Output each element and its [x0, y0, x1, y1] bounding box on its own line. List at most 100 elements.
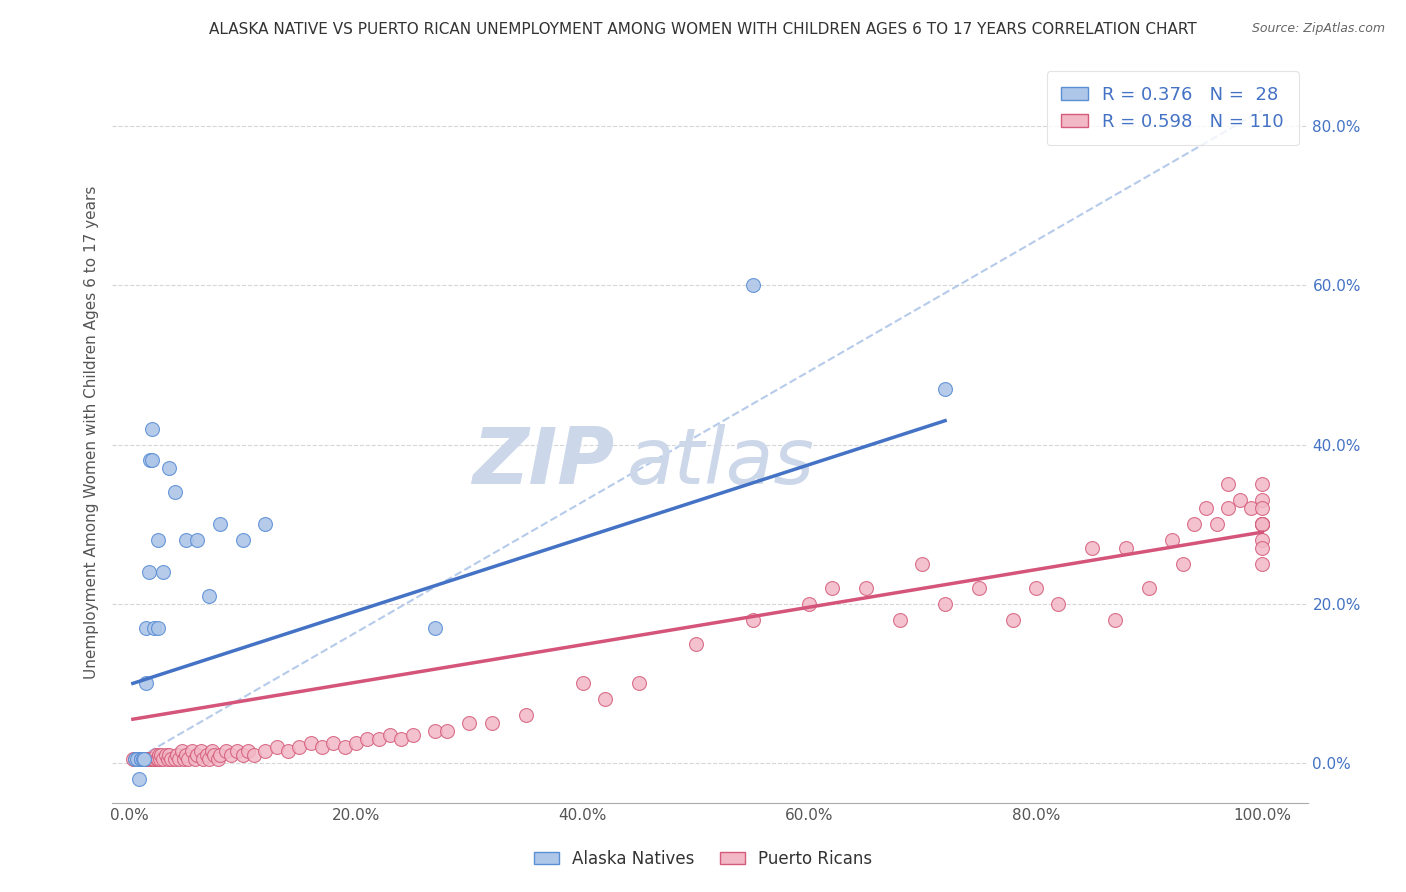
Point [797, 597, 820, 611]
Text: ZIP: ZIP [472, 425, 614, 500]
Point [1025, 581, 1047, 595]
Point [1218, 477, 1240, 491]
Legend: Alaska Natives, Puerto Ricans: Alaska Natives, Puerto Ricans [527, 844, 879, 875]
Point [173, 752, 195, 766]
Point [152, 752, 174, 766]
Point [155, 747, 177, 762]
Point [967, 581, 990, 595]
Point [209, 517, 232, 532]
Point [138, 752, 160, 766]
Point [333, 740, 356, 755]
Point [128, 752, 150, 766]
Point [134, 752, 156, 766]
Point [135, 621, 157, 635]
Point [741, 278, 763, 293]
Point [195, 747, 218, 762]
Point [129, 752, 152, 766]
Point [186, 533, 208, 547]
Point [277, 744, 299, 758]
Point [156, 752, 179, 766]
Point [1115, 541, 1137, 555]
Point [1081, 541, 1104, 555]
Point [1194, 501, 1216, 516]
Point [238, 744, 260, 758]
Point [150, 747, 173, 762]
Point [135, 752, 157, 766]
Point [190, 744, 212, 758]
Point [1251, 541, 1274, 555]
Point [1002, 613, 1025, 627]
Point [458, 716, 481, 731]
Point [157, 747, 180, 762]
Point [129, 752, 152, 766]
Point [288, 740, 311, 755]
Point [1251, 533, 1274, 547]
Point [232, 747, 254, 762]
Point [197, 589, 219, 603]
Point [741, 613, 763, 627]
Point [141, 422, 163, 436]
Point [215, 744, 238, 758]
Point [166, 747, 188, 762]
Legend: R = 0.376   N =  28, R = 0.598   N = 110: R = 0.376 N = 28, R = 0.598 N = 110 [1046, 71, 1299, 145]
Point [141, 752, 163, 766]
Point [152, 565, 174, 579]
Point [934, 597, 956, 611]
Point [132, 752, 155, 766]
Point [911, 557, 934, 571]
Point [1240, 501, 1263, 516]
Point [934, 382, 956, 396]
Point [207, 752, 229, 766]
Point [1251, 517, 1274, 532]
Point [1251, 493, 1274, 508]
Point [1251, 557, 1274, 571]
Point [129, 752, 152, 766]
Point [134, 752, 156, 766]
Point [143, 621, 166, 635]
Point [243, 747, 266, 762]
Point [163, 485, 186, 500]
Point [889, 613, 911, 627]
Point [204, 747, 226, 762]
Point [148, 747, 170, 762]
Point [146, 533, 169, 547]
Point [191, 752, 214, 766]
Point [139, 752, 162, 766]
Point [1251, 517, 1274, 532]
Point [254, 517, 277, 532]
Point [146, 621, 169, 635]
Point [389, 732, 412, 747]
Point [174, 747, 197, 762]
Point [628, 676, 651, 690]
Point [138, 565, 160, 579]
Text: atlas: atlas [627, 425, 814, 500]
Point [1182, 517, 1205, 532]
Y-axis label: Unemployment Among Women with Children Ages 6 to 17 years: Unemployment Among Women with Children A… [84, 186, 100, 680]
Point [1251, 477, 1274, 491]
Point [186, 747, 208, 762]
Point [135, 676, 157, 690]
Point [143, 752, 166, 766]
Point [142, 752, 165, 766]
Point [1229, 493, 1251, 508]
Point [232, 533, 254, 547]
Point [299, 736, 322, 750]
Point [1047, 597, 1070, 611]
Point [177, 752, 200, 766]
Point [132, 752, 155, 766]
Point [1218, 501, 1240, 516]
Point [481, 716, 503, 731]
Point [184, 752, 207, 766]
Point [127, 752, 149, 766]
Point [134, 752, 156, 766]
Point [124, 752, 146, 766]
Point [367, 732, 389, 747]
Point [141, 453, 163, 467]
Point [221, 747, 243, 762]
Point [425, 724, 447, 739]
Point [127, 752, 149, 766]
Point [139, 752, 162, 766]
Point [169, 752, 191, 766]
Point [128, 772, 150, 786]
Point [322, 736, 344, 750]
